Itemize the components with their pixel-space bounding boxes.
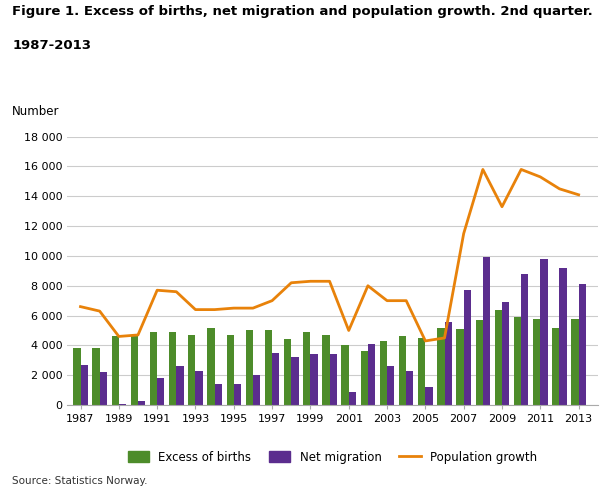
Bar <box>92 348 99 405</box>
Bar <box>265 330 272 405</box>
Bar <box>399 336 406 405</box>
Bar <box>291 357 298 405</box>
Bar <box>246 330 253 405</box>
Bar <box>425 387 432 405</box>
Bar <box>540 259 548 405</box>
Bar <box>559 268 567 405</box>
Bar <box>169 332 176 405</box>
Bar <box>119 404 126 405</box>
Bar <box>284 340 291 405</box>
Bar <box>207 327 215 405</box>
Bar <box>342 346 349 405</box>
Bar <box>272 353 279 405</box>
Bar <box>572 319 579 405</box>
Legend: Excess of births, Net migration, Population growth: Excess of births, Net migration, Populat… <box>123 446 542 468</box>
Bar <box>215 384 222 405</box>
Bar <box>322 335 329 405</box>
Bar <box>188 335 195 405</box>
Text: Source: Statistics Norway.: Source: Statistics Norway. <box>12 476 148 486</box>
Bar <box>329 354 337 405</box>
Bar <box>361 351 368 405</box>
Bar <box>456 329 464 405</box>
Text: 1987-2013: 1987-2013 <box>12 39 92 52</box>
Bar <box>73 348 81 405</box>
Bar <box>579 284 586 405</box>
Bar <box>437 327 445 405</box>
Text: Figure 1. Excess of births, net migration and population growth. 2nd quarter.: Figure 1. Excess of births, net migratio… <box>12 5 593 18</box>
Bar <box>226 335 234 405</box>
Bar <box>464 290 471 405</box>
Bar <box>514 317 521 405</box>
Bar <box>495 309 502 405</box>
Bar <box>138 401 145 405</box>
Bar <box>445 322 452 405</box>
Bar <box>157 378 165 405</box>
Bar <box>418 338 425 405</box>
Bar <box>195 371 203 405</box>
Bar <box>380 341 387 405</box>
Bar <box>552 327 559 405</box>
Bar <box>131 336 138 405</box>
Bar <box>533 319 540 405</box>
Bar <box>476 320 483 405</box>
Bar <box>483 257 490 405</box>
Bar <box>406 371 414 405</box>
Bar <box>387 366 394 405</box>
Bar <box>253 375 260 405</box>
Bar <box>303 332 310 405</box>
Bar <box>234 384 241 405</box>
Bar <box>368 344 375 405</box>
Bar <box>150 332 157 405</box>
Bar <box>99 372 107 405</box>
Bar <box>176 366 184 405</box>
Bar <box>81 365 88 405</box>
Bar <box>502 302 509 405</box>
Bar <box>310 354 318 405</box>
Text: Number: Number <box>12 105 60 118</box>
Bar <box>349 391 356 405</box>
Bar <box>521 274 528 405</box>
Bar <box>112 336 119 405</box>
